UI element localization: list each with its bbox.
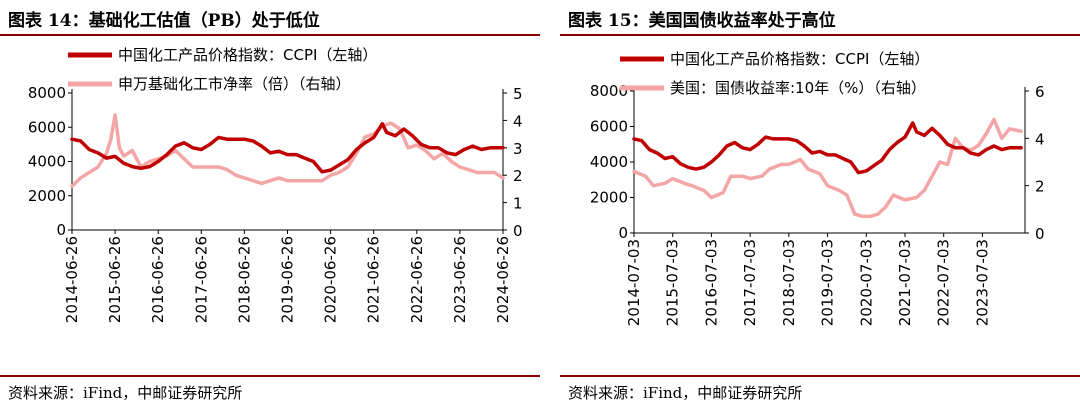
series-line-right <box>70 113 505 188</box>
legend-label: 中国化工产品价格指数：CCPI（左轴） <box>118 46 377 64</box>
y-left-tick-label: 2000 <box>28 187 66 205</box>
chart-panel-treasury: 图表 15：美国国债收益率处于高位 0 2000 4000 6000 8000 0 2 4 6 2… <box>560 0 1080 413</box>
y-left-tick-label: 4000 <box>590 153 628 171</box>
source-divider <box>0 375 540 377</box>
y-left-tick-label: 2000 <box>590 189 628 207</box>
line-chart-treasury: 0 2000 4000 6000 8000 0 2 4 6 2014-07-03 2015-07-0… <box>590 50 1045 326</box>
y-right-tick-label: 2 <box>1035 178 1045 196</box>
x-tick-label: 2019-06-26 <box>279 236 297 323</box>
y-right-tick-label: 1 <box>513 195 523 213</box>
x-tick-label: 2022-06-26 <box>408 236 426 323</box>
y-left-tick-label: 4000 <box>28 153 66 171</box>
legend-label: 中国化工产品价格指数：CCPI（左轴） <box>670 50 929 68</box>
y-right-tick-label: 2 <box>513 167 523 185</box>
series-line-ccpi <box>632 121 1023 175</box>
line-chart-pb: 0 2000 4000 6000 8000 0 1 2 3 4 5 2014-06-26 2015-06… <box>28 46 523 323</box>
title-divider <box>0 34 540 36</box>
x-tick-label: 2015-07-03 <box>664 239 682 326</box>
x-tick-label: 2018-07-03 <box>780 239 798 326</box>
y-right-tick-label: 0 <box>1035 225 1045 243</box>
x-tick-label: 2023-07-03 <box>973 239 991 326</box>
x-tick-label: 2018-06-26 <box>235 236 253 323</box>
chart-title: 图表 15：美国国债收益率处于高位 <box>568 11 836 31</box>
chart-panel-pb: 图表 14：基础化工估值（PB）处于低位 0 2000 4000 6000 8000 0 1… <box>0 11 540 402</box>
y-left-tick-label: 0 <box>56 221 66 239</box>
x-tick-label: 2022-07-03 <box>935 239 953 326</box>
y-right-tick-label: 5 <box>513 85 523 103</box>
x-tick-label: 2023-06-26 <box>451 236 469 323</box>
x-tick-label: 2017-06-26 <box>192 236 210 323</box>
y-right-tick-label: 0 <box>513 222 523 240</box>
x-tick-label: 2016-06-26 <box>149 236 167 323</box>
x-tick-label: 2017-07-03 <box>741 239 759 326</box>
source-divider <box>560 375 1080 377</box>
y-right-tick-label: 3 <box>513 140 523 158</box>
y-left-tick-label: 6000 <box>590 118 628 136</box>
x-tick-label: 2020-06-26 <box>322 236 340 323</box>
x-tick-label: 2014-06-26 <box>63 236 81 323</box>
legend-label: 申万基础化工市净率（倍）（右轴） <box>118 75 351 93</box>
y-left-tick-label: 6000 <box>28 118 66 136</box>
series-line-ccpi <box>70 122 505 174</box>
y-right-tick-label: 4 <box>513 112 523 130</box>
y-left-tick-label: 8000 <box>590 82 628 100</box>
x-tick-label: 2016-07-03 <box>702 239 720 326</box>
x-tick-label: 2021-06-26 <box>365 236 383 323</box>
y-right-tick-label: 4 <box>1035 130 1045 148</box>
source-note: 资料来源：iFind，中邮证券研究所 <box>568 384 803 402</box>
legend-label: 美国：国债收益率:10年（%）（右轴） <box>670 79 926 97</box>
title-divider <box>560 34 1080 36</box>
x-tick-label: 2020-07-03 <box>857 239 875 326</box>
source-note: 资料来源：iFind，中邮证券研究所 <box>8 384 243 402</box>
y-right-tick-label: 6 <box>1035 83 1045 101</box>
x-tick-label: 2021-07-03 <box>896 239 914 326</box>
x-tick-label: 2015-06-26 <box>106 236 124 323</box>
y-left-tick-label: 8000 <box>28 84 66 102</box>
y-left-tick-label: 0 <box>618 224 628 242</box>
x-tick-label: 2014-07-03 <box>625 239 643 326</box>
x-tick-label: 2024-06-26 <box>494 236 512 323</box>
chart-title: 图表 14：基础化工估值（PB）处于低位 <box>8 11 320 31</box>
x-tick-label: 2019-07-03 <box>819 239 837 326</box>
